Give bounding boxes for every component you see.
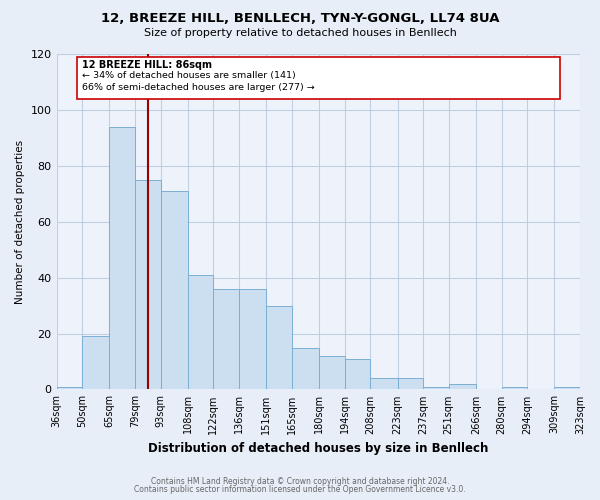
Text: Size of property relative to detached houses in Benllech: Size of property relative to detached ho…	[143, 28, 457, 38]
Bar	[370, 378, 398, 390]
Bar	[239, 289, 266, 390]
Text: Contains HM Land Registry data © Crown copyright and database right 2024.: Contains HM Land Registry data © Crown c…	[151, 477, 449, 486]
Bar	[56, 386, 82, 390]
Bar	[423, 386, 449, 390]
FancyBboxPatch shape	[77, 57, 560, 98]
Text: 12, BREEZE HILL, BENLLECH, TYN-Y-GONGL, LL74 8UA: 12, BREEZE HILL, BENLLECH, TYN-Y-GONGL, …	[101, 12, 499, 26]
Bar	[109, 126, 135, 390]
Bar	[398, 378, 423, 390]
Bar	[266, 306, 292, 390]
Text: 12 BREEZE HILL: 86sqm: 12 BREEZE HILL: 86sqm	[82, 60, 212, 70]
Text: 66% of semi-detached houses are larger (277) →: 66% of semi-detached houses are larger (…	[82, 84, 315, 92]
Bar	[82, 336, 109, 390]
Bar	[554, 386, 580, 390]
Bar	[161, 191, 188, 390]
Bar	[214, 289, 239, 390]
Bar	[292, 348, 319, 390]
Bar	[319, 356, 345, 390]
X-axis label: Distribution of detached houses by size in Benllech: Distribution of detached houses by size …	[148, 442, 488, 455]
Text: ← 34% of detached houses are smaller (141): ← 34% of detached houses are smaller (14…	[82, 71, 296, 80]
Bar	[345, 358, 370, 390]
Bar	[502, 386, 527, 390]
Y-axis label: Number of detached properties: Number of detached properties	[15, 140, 25, 304]
Bar	[188, 275, 214, 390]
Bar	[135, 180, 161, 390]
Bar	[449, 384, 476, 390]
Text: Contains public sector information licensed under the Open Government Licence v3: Contains public sector information licen…	[134, 485, 466, 494]
